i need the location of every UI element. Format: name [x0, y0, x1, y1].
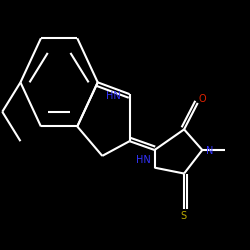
- Text: O: O: [199, 94, 206, 104]
- Text: N: N: [206, 146, 213, 156]
- Text: S: S: [180, 211, 186, 221]
- Text: HN: HN: [106, 90, 120, 101]
- Text: HN: HN: [136, 155, 151, 165]
